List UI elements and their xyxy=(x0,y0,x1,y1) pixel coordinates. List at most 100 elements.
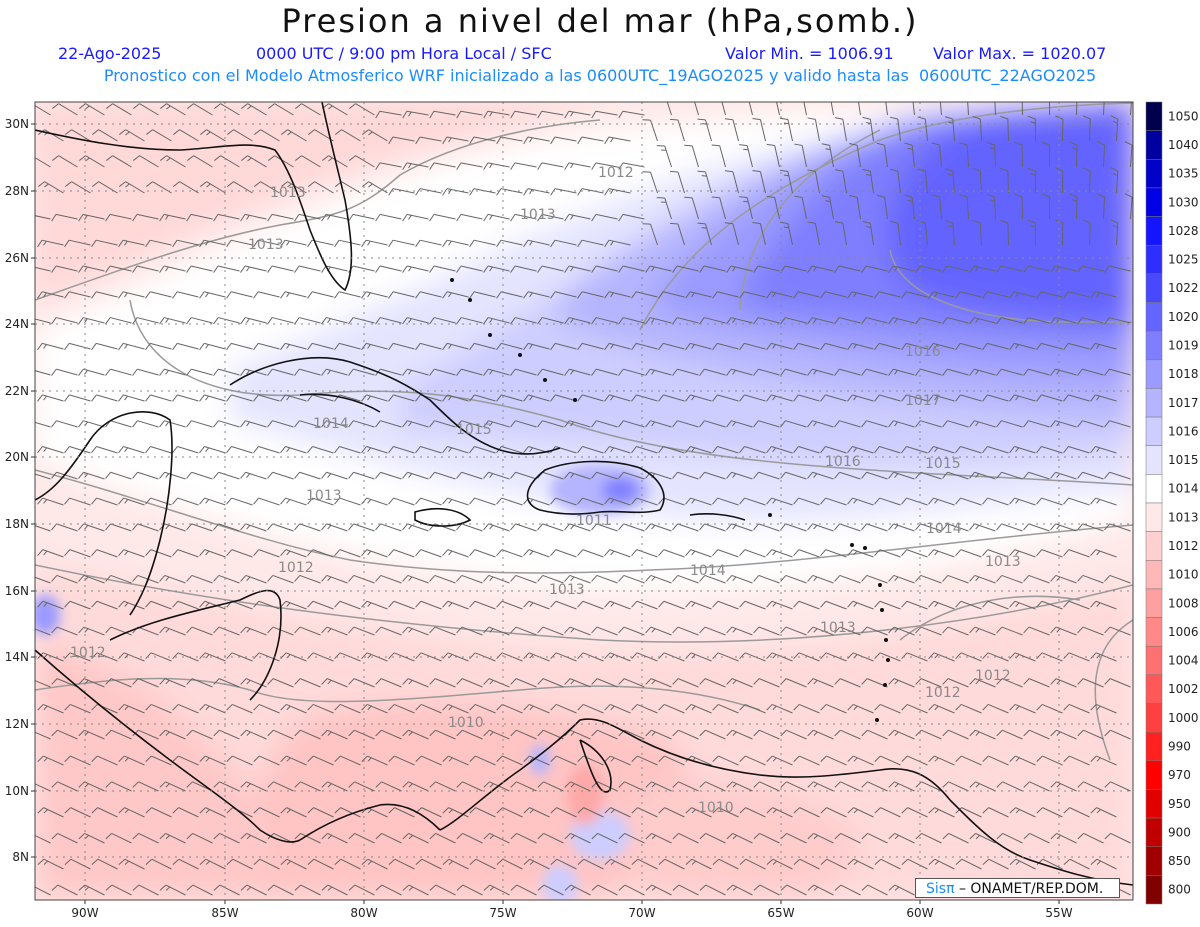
colorbar-swatch xyxy=(1145,531,1163,561)
max-value-label: Valor Max. = 1020.07 xyxy=(933,44,1107,63)
colorbar-swatch xyxy=(1145,645,1163,676)
colorbar-swatch xyxy=(1145,674,1163,704)
pressure-field: 1012 1013 1013 1013 1014 1015 1013 1012 1013 1014… xyxy=(35,102,1133,900)
map-frame xyxy=(34,101,1134,901)
contour-label: 1016 xyxy=(825,454,861,470)
colorbar-swatch xyxy=(1145,216,1163,246)
colorbar-label: 1025 xyxy=(1168,253,1199,267)
colorbar-label: 1014 xyxy=(1168,482,1199,496)
colorbar-label: 1017 xyxy=(1168,396,1199,410)
coastlines xyxy=(35,102,1133,886)
colorbar-swatch xyxy=(1145,846,1163,876)
contour-labels: 1012 1013 1013 1013 1014 1015 1013 1012 1013 1014… xyxy=(70,165,1021,816)
lon-label: 65W xyxy=(767,906,794,920)
lon-label: 80W xyxy=(350,906,377,920)
colorbar-swatch xyxy=(1145,130,1163,160)
lat-label: 18N xyxy=(5,517,29,531)
lat-label: 24N xyxy=(5,317,29,331)
contour-label: 1012 xyxy=(278,560,314,576)
colorbar-label: 1035 xyxy=(1168,167,1199,181)
colorbar-swatch xyxy=(1145,588,1163,618)
lat-label: 26N xyxy=(5,251,29,265)
colorbar-label: 1006 xyxy=(1168,625,1199,639)
colorbar-label: 850 xyxy=(1168,854,1191,868)
colorbar-swatch xyxy=(1145,101,1163,131)
colorbar-swatch xyxy=(1145,244,1163,275)
colorbar-label: 1000 xyxy=(1168,711,1199,725)
colorbar-swatch xyxy=(1145,703,1163,733)
colorbar-label: 1020 xyxy=(1168,310,1199,324)
colorbar-label: 1010 xyxy=(1168,568,1199,582)
colorbar-label: 1008 xyxy=(1168,596,1199,610)
contour-label: 1014 xyxy=(690,563,726,579)
contour-label: 1013 xyxy=(270,185,306,201)
min-value-label: Valor Min. = 1006.91 xyxy=(725,44,894,63)
date-label: 22-Ago-2025 xyxy=(58,44,162,63)
colorbar-label: 1018 xyxy=(1168,367,1199,381)
forecast-note: Pronostico con el Modelo Atmosferico WRF… xyxy=(103,66,1097,85)
colorbar-swatch xyxy=(1145,731,1163,762)
contour-label: 1016 xyxy=(905,344,941,360)
contour-label: 1013 xyxy=(520,207,556,223)
colorbar-swatch xyxy=(1145,273,1163,303)
longitude-axis: 90W 85W 80W 75W 70W 65W 60W 55W xyxy=(71,900,1073,920)
contour-label: 1013 xyxy=(248,237,284,253)
contour-label: 1010 xyxy=(698,800,734,816)
colorbar-swatch xyxy=(1145,474,1163,504)
wind-barbs xyxy=(35,102,1133,896)
contour-label: 1017 xyxy=(905,393,941,409)
colorbar-swatch xyxy=(1145,617,1163,647)
colorbar-swatch xyxy=(1145,445,1163,475)
colorbar-label: 1004 xyxy=(1168,654,1199,668)
lon-label: 70W xyxy=(628,906,655,920)
lat-label: 8N xyxy=(12,850,29,864)
contour-label: 1013 xyxy=(306,488,342,504)
colorbar-swatch xyxy=(1145,817,1163,847)
colorbar-swatch xyxy=(1145,359,1163,389)
contour-label: 1011 xyxy=(576,513,612,529)
contour-label: 1012 xyxy=(598,165,634,181)
colorbar-swatch xyxy=(1145,302,1163,332)
credit-brand: Sisπ xyxy=(926,881,955,897)
colorbar-label: 1002 xyxy=(1168,682,1199,696)
colorbar-label: 1022 xyxy=(1168,281,1199,295)
colorbar-label: 800 xyxy=(1168,883,1191,897)
contour-label: 1015 xyxy=(925,456,961,472)
small-islands xyxy=(450,278,890,722)
credit-box: Sisπ – ONAMET/REP.DOM. xyxy=(915,878,1120,898)
contour-label: 1012 xyxy=(70,645,106,661)
lat-label: 10N xyxy=(5,784,29,798)
colorbar-label: 1050 xyxy=(1168,109,1199,123)
contour-label: 1015 xyxy=(456,422,492,438)
contour-label: 1012 xyxy=(975,668,1011,684)
colorbar-label: 1013 xyxy=(1168,510,1199,524)
colorbar-label: 1015 xyxy=(1168,453,1199,467)
colorbar-swatch xyxy=(1145,760,1163,790)
colorbar-swatch xyxy=(1145,330,1163,361)
lat-label: 22N xyxy=(5,384,29,398)
lat-label: 12N xyxy=(5,717,29,731)
isobars xyxy=(35,102,1133,761)
contour-label: 1014 xyxy=(313,416,349,432)
lat-label: 28N xyxy=(5,184,29,198)
contour-label: 1013 xyxy=(549,582,585,598)
lat-label: 30N xyxy=(5,117,29,131)
contour-label: 1013 xyxy=(985,554,1021,570)
colorbar-swatch xyxy=(1145,502,1163,532)
colorbar-label: 1040 xyxy=(1168,138,1199,152)
contour-label: 1014 xyxy=(926,521,962,537)
colorbar-label: 970 xyxy=(1168,768,1191,782)
colorbar-swatch xyxy=(1145,416,1163,446)
credit-org: – ONAMET/REP.DOM. xyxy=(958,881,1104,897)
lon-label: 55W xyxy=(1045,906,1072,920)
colorbar-swatch xyxy=(1145,187,1163,217)
colorbar-swatch xyxy=(1145,159,1163,189)
contour-label: 1012 xyxy=(925,685,961,701)
map-title: Presion a nivel del mar (hPa,somb.) xyxy=(281,2,919,40)
lon-label: 60W xyxy=(906,906,933,920)
colorbar-label: 990 xyxy=(1168,739,1191,753)
lon-label: 75W xyxy=(489,906,516,920)
colorbar-swatch xyxy=(1145,388,1163,418)
lon-label: 90W xyxy=(71,906,98,920)
